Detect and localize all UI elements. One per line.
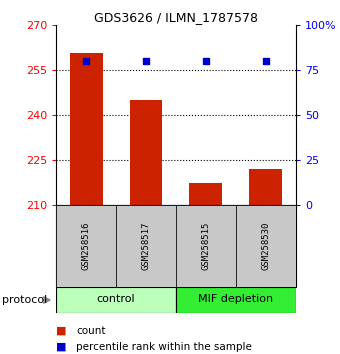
Text: control: control: [97, 295, 135, 304]
Point: [83, 58, 89, 64]
Text: GSM258516: GSM258516: [82, 222, 90, 270]
Text: percentile rank within the sample: percentile rank within the sample: [76, 342, 252, 352]
Text: GSM258530: GSM258530: [261, 222, 270, 270]
Bar: [176, 287, 296, 313]
Title: GDS3626 / ILMN_1787578: GDS3626 / ILMN_1787578: [94, 11, 258, 24]
Bar: [56, 205, 116, 287]
Text: count: count: [76, 326, 106, 336]
Point: [263, 58, 269, 64]
Bar: [176, 205, 236, 287]
Bar: [116, 205, 176, 287]
Text: ■: ■: [56, 326, 67, 336]
Text: ■: ■: [56, 342, 67, 352]
Text: GSM258517: GSM258517: [141, 222, 151, 270]
Text: protocol: protocol: [2, 295, 47, 305]
Point: [143, 58, 149, 64]
Bar: [249, 169, 282, 205]
Bar: [236, 205, 296, 287]
Bar: [130, 100, 163, 205]
Text: MIF depletion: MIF depletion: [198, 295, 273, 304]
Bar: [70, 53, 103, 205]
Point: [203, 58, 209, 64]
Bar: [56, 287, 176, 313]
Text: GSM258515: GSM258515: [201, 222, 210, 270]
Bar: [189, 183, 222, 205]
